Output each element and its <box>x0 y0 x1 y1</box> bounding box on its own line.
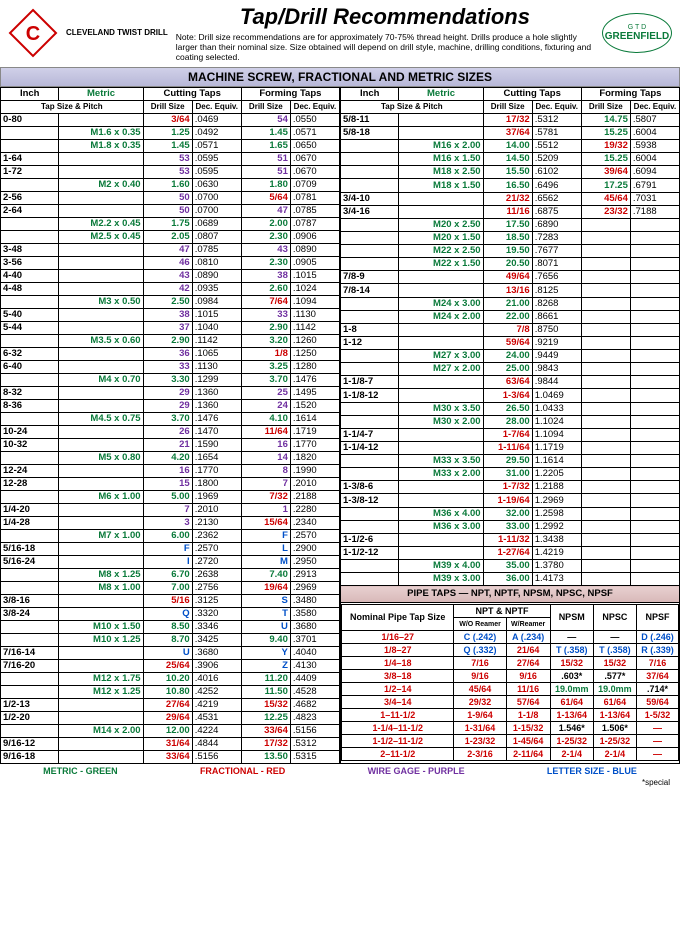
table-left: Inch Metric Cutting Taps Forming Taps Ta… <box>0 87 340 764</box>
page: C CLEVELAND TWIST DRILL Tap/Drill Recomm… <box>0 0 680 787</box>
note-text: Note: Drill size recommendations are for… <box>176 32 594 63</box>
title-block: Tap/Drill Recommendations Note: Drill si… <box>176 4 594 63</box>
svg-text:C: C <box>26 23 40 45</box>
greenfield-logo: G T D GREENFIELD <box>602 13 672 53</box>
main-tables: Inch Metric Cutting Taps Forming Taps Ta… <box>0 87 680 764</box>
cleveland-logo: C <box>8 8 58 58</box>
legend-metric: METRIC - GREEN <box>43 766 118 776</box>
legend-frac: FRACTIONAL - RED <box>200 766 285 776</box>
page-title: Tap/Drill Recommendations <box>176 4 594 30</box>
section-header-1: MACHINE SCREW, FRACTIONAL AND METRIC SIZ… <box>0 67 680 87</box>
legend: METRIC - GREEN FRACTIONAL - RED WIRE GAG… <box>0 764 680 778</box>
table-right: Inch Metric Cutting Taps Forming Taps Ta… <box>340 87 680 764</box>
special-note: *special <box>0 778 680 787</box>
brand-left-text: CLEVELAND TWIST DRILL <box>66 29 168 37</box>
legend-letter: LETTER SIZE - BLUE <box>547 766 637 776</box>
legend-wire: WIRE GAGE - PURPLE <box>368 766 465 776</box>
brand-right-text: GREENFIELD <box>605 31 669 42</box>
header: C CLEVELAND TWIST DRILL Tap/Drill Recomm… <box>0 0 680 67</box>
